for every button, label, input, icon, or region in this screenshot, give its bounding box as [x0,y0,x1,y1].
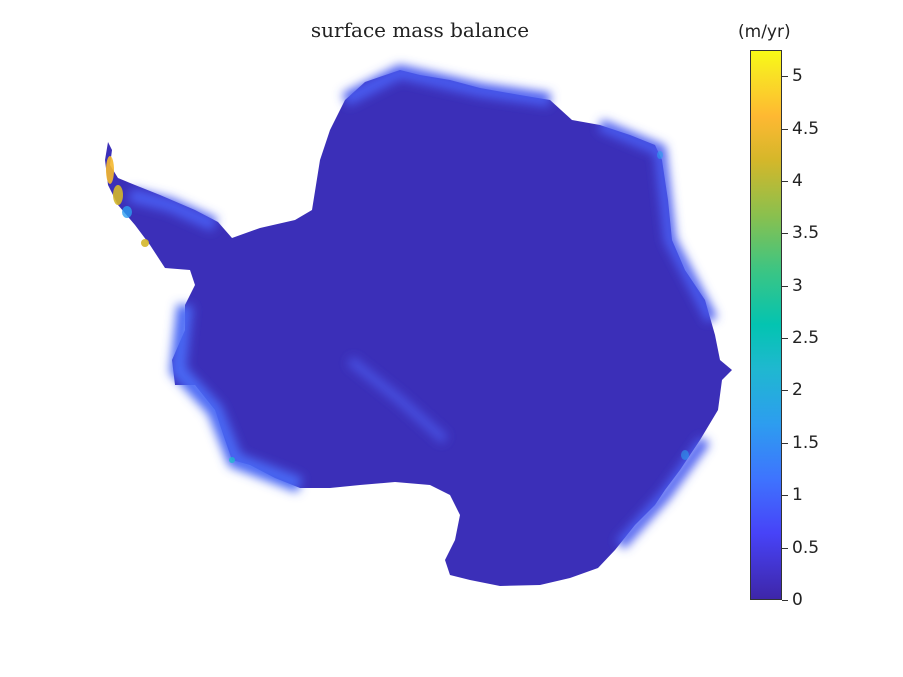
colorbar-tick [782,495,788,497]
coastal-highlights [128,64,718,550]
colorbar-tick-label: 1.5 [792,432,820,453]
colorbar-tick-label: 5 [792,66,803,87]
colorbar-tick [782,233,788,235]
antarctica-landmass [105,70,732,586]
colorbar-tick-label: 0 [792,590,803,610]
colorbar-tick [782,180,788,182]
colorbar-tick [782,547,788,549]
colorbar-tick-label: 3.5 [792,223,820,244]
colorbar-tick-label: 4.5 [792,118,820,139]
plot-title: surface mass balance [310,18,530,42]
colorbar-tick [782,285,788,287]
colorbar-tick-label: 2.5 [792,328,820,349]
colorbar-tick [782,128,788,130]
colorbar-tick [782,338,788,340]
colorbar-tick [782,76,788,78]
peninsula-high-values [106,151,689,463]
colorbar-tick [782,600,788,601]
colorbar-tick-label: 0.5 [792,537,820,558]
colorbar-tick [782,390,788,392]
colorbar-tick [782,442,788,444]
colorbar-tick-label: 3 [792,275,803,296]
continent-shape [105,70,732,586]
colorbar-tick-label: 1 [792,485,803,506]
colorbar-tick-label: 4 [792,170,803,191]
colorbar-unit-label: (m/yr) [738,22,791,42]
colorbar [750,50,782,600]
colorbar-tick-label: 2 [792,380,803,401]
